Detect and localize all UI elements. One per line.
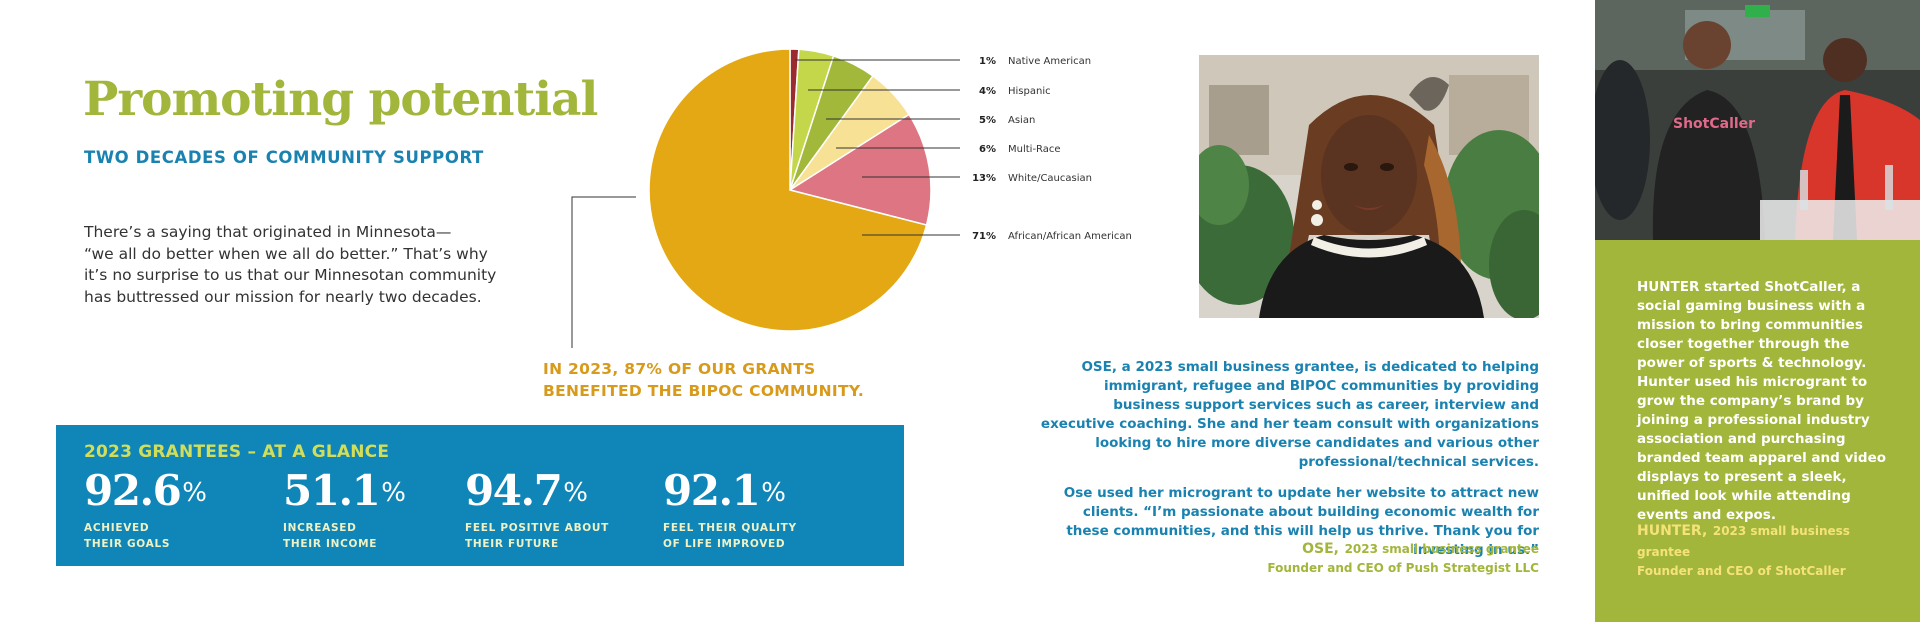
stat-unit: % (761, 478, 787, 508)
hunter-panel (1595, 240, 1920, 622)
stat-value: 92.1% (663, 466, 797, 516)
stat-quality: 92.1% FEEL THEIR QUALITY OF LIFE IMPROVED (663, 466, 797, 552)
stat-label-line: THEIR FUTURE (465, 538, 559, 550)
pie-slice (648, 48, 928, 332)
pie-slice (788, 113, 932, 226)
stat-value: 51.1% (283, 466, 406, 516)
ose-quote: Ose used her microgrant to update her we… (1063, 485, 1539, 558)
stat-label-line: THEIR INCOME (283, 538, 378, 550)
stat-value: 92.6% (84, 466, 207, 516)
pie-category-label: White/Caucasian (1008, 173, 1092, 184)
callout-line: IN 2023, 87% OF OUR GRANTS (543, 360, 816, 378)
stats-panel (56, 425, 904, 566)
pie-category-label: Multi-Race (1008, 144, 1061, 155)
hunter-title: Founder and CEO of ShotCaller (1637, 564, 1846, 578)
stat-label: ACHIEVED THEIR GOALS (84, 520, 207, 552)
pie-category-label: Native American (1008, 56, 1091, 67)
stat-number: 51.1 (283, 466, 381, 515)
stat-label-line: ACHIEVED (84, 522, 150, 534)
stat-number: 92.1 (663, 466, 761, 515)
hunter-credit: HUNTER, 2023 small business grantee Foun… (1637, 520, 1907, 581)
hunter-story: HUNTER started ShotCaller, a social gami… (1637, 279, 1887, 523)
ose-role: 2023 small business grantee (1344, 542, 1539, 556)
ose-paragraph: OSE, a 2023 small business grantee, is d… (1040, 359, 1539, 470)
pie-category-label: Asian (1008, 115, 1035, 126)
stat-label-line: THEIR GOALS (84, 538, 171, 550)
intro-line: it’s no surprise to us that our Minnesot… (84, 266, 497, 284)
pie-value-label: 6% (979, 144, 996, 155)
page-subtitle: TWO DECADES OF COMMUNITY SUPPORT (84, 148, 484, 167)
callout-connector-line (571, 196, 636, 348)
stat-label-line: FEEL POSITIVE ABOUT (465, 522, 610, 534)
intro-paragraph: There’s a saying that originated in Minn… (84, 222, 504, 308)
stat-value: 94.7% (465, 466, 609, 516)
intro-line: has buttressed our mission for nearly tw… (84, 287, 482, 306)
stat-unit: % (381, 478, 407, 508)
stat-label: FEEL POSITIVE ABOUT THEIR FUTURE (465, 520, 609, 552)
stat-label-line: OF LIFE IMPROVED (663, 538, 786, 550)
pie-leader-lines (795, 59, 960, 236)
ose-credit: OSE, 2023 small business grantee Founder… (1240, 538, 1539, 578)
pie-value-label: 71% (972, 231, 996, 242)
intro-line: “we all do better when we all do better.… (84, 244, 488, 263)
pie-value-label: 1% (979, 56, 996, 67)
shirt-logo-text: ShotCaller (1673, 116, 1755, 132)
stat-income: 51.1% INCREASED THEIR INCOME (283, 466, 406, 552)
pie-slices (648, 48, 932, 332)
pie-category-label: Hispanic (1008, 86, 1051, 97)
pie-value-label: 5% (979, 115, 996, 126)
stat-unit: % (563, 478, 589, 508)
pie-value-label: 13% (972, 173, 996, 184)
stat-label-line: INCREASED (283, 522, 357, 534)
pie-labels: 1% Native American 4% Hispanic 5% Asian 6% Mult… (972, 56, 1132, 242)
stat-label: FEEL THEIR QUALITY OF LIFE IMPROVED (663, 520, 797, 552)
hunter-event-photo: ShotCaller (1595, 0, 1920, 240)
ose-portrait-photo (1199, 55, 1539, 318)
callout-line: BENEFITED THE BIPOC COMMUNITY. (543, 382, 865, 400)
stat-number: 94.7 (465, 466, 563, 515)
hunter-role: 2023 small business grantee (1637, 524, 1850, 559)
ose-name: OSE, (1302, 541, 1339, 557)
ose-story: OSE, a 2023 small business grantee, is d… (1040, 358, 1539, 572)
ose-title: Founder and CEO of Push Strategist LLC (1267, 561, 1539, 575)
intro-line: There’s a saying that originated in Minn… (84, 223, 452, 241)
stat-label: INCREASED THEIR INCOME (283, 520, 406, 552)
demographics-pie-chart: 1% Native American 4% Hispanic 5% Asian 6% Mult… (571, 48, 1132, 348)
stat-label-line: FEEL THEIR QUALITY (663, 522, 797, 534)
hunter-name: HUNTER, (1637, 523, 1708, 539)
pie-category-label: African/African American (1008, 231, 1132, 242)
pie-value-label: 4% (979, 86, 996, 97)
stat-goals: 92.6% ACHIEVED THEIR GOALS (84, 466, 207, 552)
stats-heading: 2023 GRANTEES – AT A GLANCE (84, 442, 390, 462)
stat-future: 94.7% FEEL POSITIVE ABOUT THEIR FUTURE (465, 466, 609, 552)
stat-unit: % (182, 478, 208, 508)
page-title: Promoting potential (83, 72, 598, 127)
stat-number: 92.6 (84, 466, 182, 515)
bipoc-callout: IN 2023, 87% OF OUR GRANTS BENEFITED THE… (543, 358, 864, 402)
